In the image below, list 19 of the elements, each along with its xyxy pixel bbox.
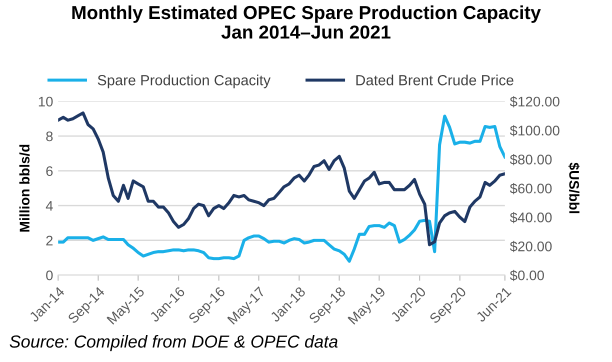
y2-tick-label: $40.00 [510,212,552,224]
y-tick-label: 4 [46,201,53,211]
y-axis-title: Million bbls/d [19,144,30,232]
y-tick-label: 6 [46,166,53,176]
y2-tick-label: $80.00 [510,154,552,166]
legend-label: Spare Production Capacity [98,74,271,88]
source-note: Source: Compiled from DOE & OPEC data [10,334,338,352]
y-tick-label: 10 [38,96,53,107]
y2-tick-label: $100.00 [510,125,560,136]
y2-tick-label: $20.00 [510,240,552,252]
y2-tick-label: $0.00 [510,270,544,282]
y-tick-label: 2 [46,236,53,246]
y-tick-label: 0 [46,270,53,280]
y-tick-label: 8 [46,131,53,142]
chart-title: Monthly Estimated OPEC Spare Production Capacity Jan 2014–Jun 2021 [72,5,541,39]
y2-tick-label: $120.00 [510,96,560,108]
y2-axis-title: $US/bbl [568,162,580,214]
legend-label: Dated Brent Crude Price [356,74,514,86]
y2-tick-label: $60.00 [510,182,552,194]
